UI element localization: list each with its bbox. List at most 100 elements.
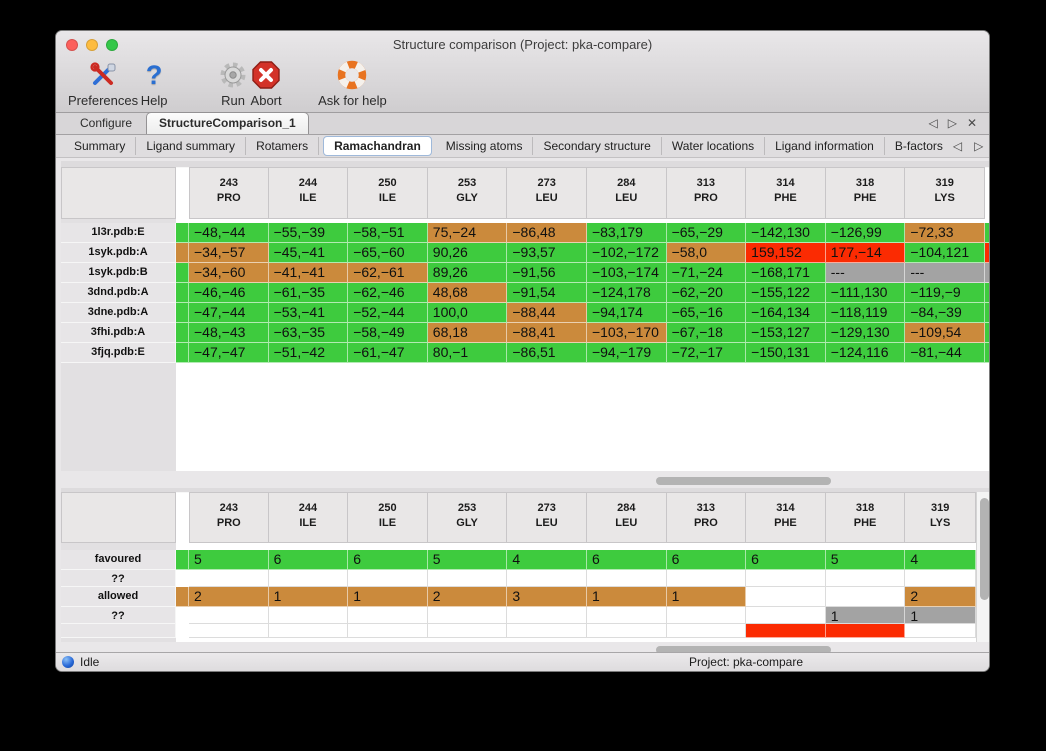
data-cell[interactable]: 6: [746, 550, 826, 570]
tab-next-arrow-icon[interactable]: ▷: [947, 116, 957, 130]
data-cell[interactable]: [586, 624, 667, 638]
data-cell[interactable]: −155,122: [746, 283, 826, 303]
tab-close-icon[interactable]: ✕: [966, 116, 977, 130]
data-cell[interactable]: −93,57: [507, 243, 587, 263]
data-cell[interactable]: −91,54: [507, 283, 587, 303]
subtab-next-arrow-icon[interactable]: ▷: [974, 139, 984, 153]
data-cell[interactable]: [348, 570, 428, 587]
detail-horizontal-scrollbar[interactable]: [56, 474, 989, 488]
data-cell[interactable]: −65,−29: [666, 223, 747, 243]
row-lead-strip[interactable]: [176, 570, 189, 587]
data-cell[interactable]: −61,−47: [348, 343, 428, 363]
data-cell[interactable]: −102,−172: [586, 243, 667, 263]
data-cell[interactable]: 1: [666, 587, 747, 607]
data-cell[interactable]: [825, 570, 906, 587]
data-cell[interactable]: −118,119: [825, 303, 906, 323]
data-cell[interactable]: −111,130: [825, 283, 906, 303]
data-cell[interactable]: −129,130: [825, 323, 906, 343]
data-cell[interactable]: 75,−24: [427, 223, 508, 243]
data-cell[interactable]: 68,18: [427, 323, 508, 343]
data-cell[interactable]: 1: [825, 607, 906, 624]
data-cell[interactable]: −48,−44: [189, 223, 269, 243]
data-cell[interactable]: −46,−46: [189, 283, 269, 303]
data-cell[interactable]: −62,−61: [348, 263, 428, 283]
data-cell[interactable]: −47,−44: [189, 303, 269, 323]
data-cell[interactable]: −88,41: [507, 323, 587, 343]
data-cell[interactable]: 3: [507, 587, 587, 607]
data-cell[interactable]: −48,−43: [189, 323, 269, 343]
data-cell[interactable]: −61,−35: [268, 283, 349, 303]
data-cell[interactable]: [348, 607, 428, 624]
subtab-missing-atoms[interactable]: Missing atoms: [436, 137, 534, 155]
data-cell[interactable]: ---: [905, 263, 985, 283]
data-cell[interactable]: −164,134: [746, 303, 826, 323]
summary-vertical-scrollbar-thumb[interactable]: [980, 498, 989, 600]
summary-horizontal-scrollbar-thumb[interactable]: [656, 646, 831, 654]
data-cell[interactable]: 5: [189, 550, 269, 570]
data-cell[interactable]: −91,56: [507, 263, 587, 283]
data-cell[interactable]: −58,−49: [348, 323, 428, 343]
help-button[interactable]: ? Help: [138, 59, 170, 108]
zoom-window-button[interactable]: [106, 39, 118, 51]
row-tail-strip[interactable]: [985, 263, 989, 283]
data-cell[interactable]: [746, 624, 826, 638]
data-cell[interactable]: [268, 607, 349, 624]
data-cell[interactable]: −124,178: [586, 283, 667, 303]
data-cell[interactable]: −34,−57: [189, 243, 269, 263]
data-cell[interactable]: 89,26: [427, 263, 508, 283]
row-lead-strip[interactable]: [176, 263, 189, 283]
data-cell[interactable]: 1: [586, 587, 667, 607]
data-cell[interactable]: [825, 624, 906, 638]
data-cell[interactable]: [348, 624, 428, 638]
row-tail-strip[interactable]: [985, 223, 989, 243]
data-cell[interactable]: −84,−39: [905, 303, 985, 323]
data-cell[interactable]: 1: [905, 607, 976, 624]
data-cell[interactable]: −41,−41: [268, 263, 349, 283]
data-cell[interactable]: −53,−41: [268, 303, 349, 323]
summary-horizontal-scrollbar[interactable]: [56, 643, 989, 657]
data-cell[interactable]: −109,54: [905, 323, 985, 343]
data-cell[interactable]: [586, 607, 667, 624]
data-cell[interactable]: −71,−24: [666, 263, 747, 283]
summary-vertical-scrollbar[interactable]: [976, 492, 989, 642]
data-cell[interactable]: −153,127: [746, 323, 826, 343]
data-cell[interactable]: 80,−1: [427, 343, 508, 363]
data-cell[interactable]: ---: [825, 263, 906, 283]
row-lead-strip[interactable]: [176, 587, 189, 607]
data-cell[interactable]: [507, 570, 587, 587]
data-cell[interactable]: 6: [666, 550, 747, 570]
row-lead-strip[interactable]: [176, 550, 189, 570]
row-lead-strip[interactable]: [176, 303, 189, 323]
row-tail-strip[interactable]: [985, 303, 989, 323]
data-cell[interactable]: −83,179: [586, 223, 667, 243]
close-window-button[interactable]: [66, 39, 78, 51]
row-lead-strip[interactable]: [176, 343, 189, 363]
data-cell[interactable]: −81,−44: [905, 343, 985, 363]
preferences-button[interactable]: Preferences: [68, 59, 138, 108]
data-cell[interactable]: −67,−18: [666, 323, 747, 343]
data-cell[interactable]: [427, 624, 508, 638]
data-cell[interactable]: [746, 607, 826, 624]
data-cell[interactable]: 159,152: [746, 243, 826, 263]
row-tail-strip[interactable]: [985, 243, 989, 263]
data-cell[interactable]: [746, 587, 826, 607]
data-cell[interactable]: −150,131: [746, 343, 826, 363]
run-button[interactable]: Run: [217, 59, 249, 108]
data-cell[interactable]: −34,−60: [189, 263, 269, 283]
data-cell[interactable]: [905, 624, 976, 638]
data-cell[interactable]: −62,−20: [666, 283, 747, 303]
row-lead-strip[interactable]: [176, 243, 189, 263]
data-cell[interactable]: [825, 587, 906, 607]
data-cell[interactable]: [905, 570, 976, 587]
data-cell[interactable]: 6: [586, 550, 667, 570]
data-cell[interactable]: −72,33: [905, 223, 985, 243]
detail-horizontal-scrollbar-thumb[interactable]: [656, 477, 831, 485]
data-cell[interactable]: 4: [905, 550, 976, 570]
data-cell[interactable]: [268, 624, 349, 638]
data-cell[interactable]: [268, 570, 349, 587]
minimize-window-button[interactable]: [86, 39, 98, 51]
tab-structurecomparison-1[interactable]: StructureComparison_1: [146, 112, 309, 134]
data-cell[interactable]: 100,0: [427, 303, 508, 323]
row-tail-strip[interactable]: [985, 283, 989, 303]
data-cell[interactable]: −86,51: [507, 343, 587, 363]
